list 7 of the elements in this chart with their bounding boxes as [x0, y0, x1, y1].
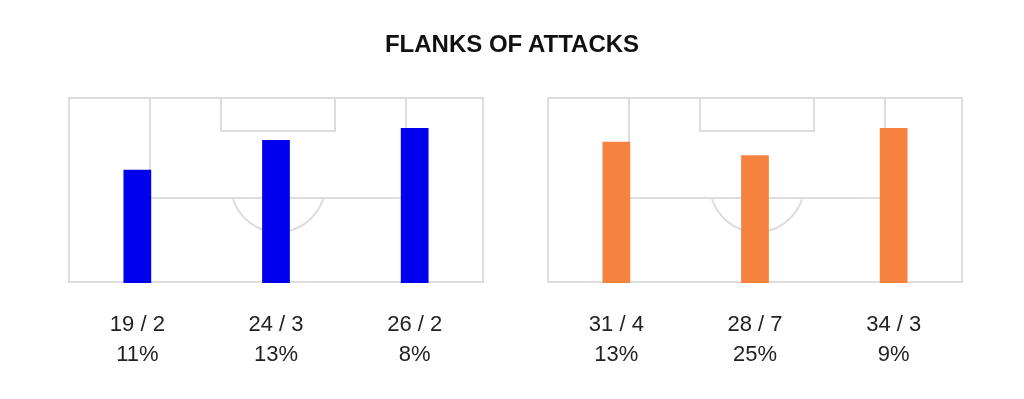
data-label: 31 / 4 13%: [588, 311, 644, 367]
data-label: 28 / 7 25%: [727, 311, 783, 367]
text: FLANKS OF ATTACKS: [383, 30, 641, 58]
data-label: 19 / 2 11%: [109, 311, 165, 367]
data-label: 26 / 2 8%: [387, 311, 443, 367]
data-label: 24 / 3 13%: [248, 311, 304, 367]
data-label: 34 / 3 9%: [866, 311, 922, 367]
